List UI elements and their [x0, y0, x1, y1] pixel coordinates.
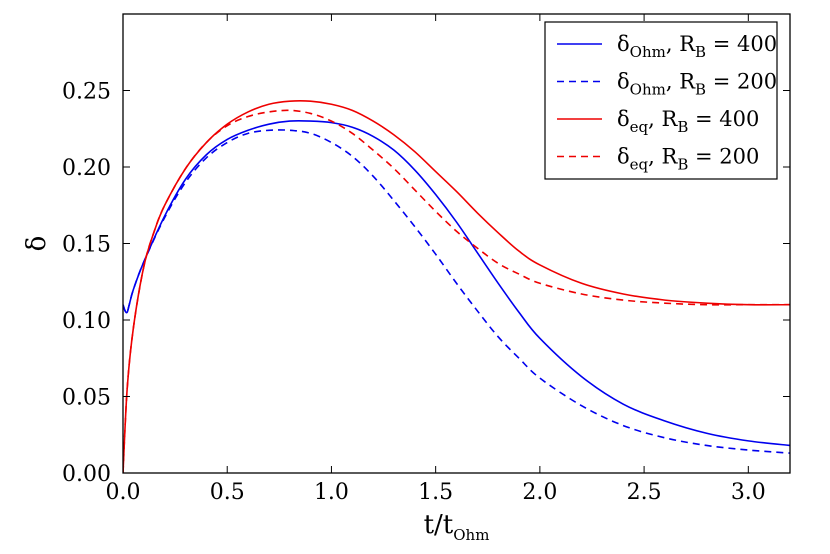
y-axis-label: δ — [22, 236, 52, 252]
y-tick-label: 0.00 — [62, 462, 111, 487]
x-tick-label: 3.0 — [731, 480, 766, 505]
x-tick-label: 2.0 — [522, 480, 557, 505]
x-tick-label: 0.5 — [210, 480, 245, 505]
y-tick-label: 0.20 — [62, 156, 111, 181]
x-tick-label: 1.0 — [314, 480, 349, 505]
legend: δOhm, RB = 400 δOhm, RB = 200 δeq, RB = 40… — [544, 21, 778, 180]
series-layer — [123, 100, 790, 473]
legend-label-0: δOhm, RB = 400 — [617, 32, 777, 61]
y-tick-label: 0.15 — [62, 233, 111, 258]
series-line-1 — [123, 129, 790, 454]
x-tick-label: 2.5 — [627, 480, 662, 505]
legend-label-1: δOhm, RB = 200 — [617, 70, 777, 99]
x-tick-label: 0.0 — [106, 480, 141, 505]
y-tick-label: 0.10 — [62, 309, 111, 334]
legend-label-3: δeq, RB = 200 — [617, 145, 759, 174]
legend-label-2: δeq, RB = 400 — [617, 107, 759, 136]
x-axis-label: t/tOhm — [424, 510, 490, 544]
ticks-layer: 0.0 0.5 1.0 1.5 2.0 2.5 3.0 0.00 0.05 0.10 0.15 0.2… — [62, 14, 790, 505]
y-tick-label: 0.05 — [62, 386, 111, 411]
y-tick-label: 0.25 — [62, 80, 111, 105]
x-tick-label: 1.5 — [418, 480, 453, 505]
series-line-2 — [123, 100, 790, 473]
x-axis-label-subscript: Ohm — [453, 526, 489, 544]
legend-box — [544, 21, 778, 180]
series-line-3 — [123, 109, 790, 473]
